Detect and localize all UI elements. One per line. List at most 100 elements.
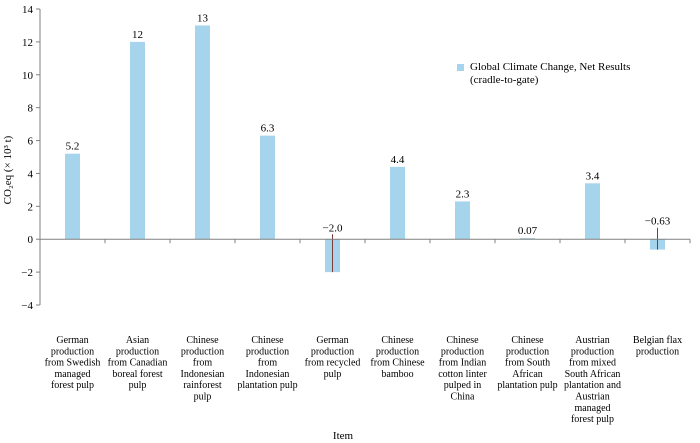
bar [195, 25, 210, 240]
x-axis [39, 238, 691, 244]
category-label: Chinese production from Chinese bamboo [370, 335, 425, 380]
category-label-line: Asian [126, 335, 149, 346]
legend-swatch [457, 64, 464, 71]
bars [65, 25, 665, 273]
category-label: Chinese production from South African planta… [497, 335, 557, 391]
category-label-line: South African [565, 369, 621, 380]
category-label-line: German [56, 335, 88, 346]
category-label-line: pulp [324, 369, 342, 380]
category-label-line: Chinese [186, 335, 219, 346]
category-label: Chinese production from Indonesian plantatio… [237, 335, 297, 391]
category-label: Austrian production from mixed South Africa… [564, 335, 621, 425]
category-label-line: German [316, 335, 348, 346]
y-tick-label: 12 [22, 37, 33, 49]
category-label-line: from Canadian [108, 358, 168, 369]
legend-label-line-2: (cradle-to-gate) [470, 74, 539, 86]
category-label-line: from mixed [569, 358, 616, 369]
data-label: −2.0 [323, 222, 343, 234]
category-label-line: Chinese [381, 335, 414, 346]
y-tick-label: 2 [28, 201, 34, 213]
data-label: 4.4 [391, 154, 405, 166]
data-label: 13 [197, 12, 209, 24]
category-label-line: African [512, 369, 543, 380]
category-label-line: Austrian [575, 392, 609, 403]
legend-label-line-1: Global Climate Change, Net Results [470, 61, 630, 73]
category-label-line: from Indian [439, 358, 487, 369]
data-label: −0.63 [645, 216, 671, 228]
category-label-line: pulped in [444, 380, 482, 391]
y-tick-label: 6 [28, 136, 34, 148]
category-label-line: production [636, 346, 679, 357]
y-tick-label: 10 [22, 70, 34, 82]
data-label: 0.07 [518, 225, 538, 237]
y-tick-label: 14 [22, 4, 34, 16]
bar [260, 135, 275, 240]
category-label-line: plantation and [564, 380, 621, 391]
data-label: 6.3 [261, 123, 275, 135]
category-label-line: from Swedish [45, 358, 101, 369]
category-label-line: rainforest [183, 380, 222, 391]
category-label-line: production [116, 346, 159, 357]
category-label-line: production [441, 346, 484, 357]
data-label: 12 [132, 29, 143, 41]
bar [455, 201, 470, 240]
category-label-line: managed [574, 403, 610, 414]
data-label: 2.3 [456, 188, 470, 200]
category-label-line: production [311, 346, 354, 357]
category-label-line: plantation pulp [497, 380, 557, 391]
y-axis-title: CO₂eq (× 10³ t) [2, 135, 14, 204]
category-label-line: forest pulp [571, 414, 614, 425]
category-label-line: Chinese [446, 335, 479, 346]
y-tick-label: 0 [28, 234, 34, 246]
category-label-line: production [376, 346, 419, 357]
category-label-line: China [451, 392, 475, 403]
bar [130, 41, 145, 240]
data-labels: 5.2 12 13 6.3 −2.0 4.4 2.3 0.07 3.4 −0.63 [66, 12, 671, 237]
category-label-line: from Chinese [370, 358, 425, 369]
y-tick-label: −2 [21, 267, 33, 279]
category-label: Chinese production from Indian cotton linte… [438, 335, 487, 403]
category-label-line: production [571, 346, 614, 357]
category-label: German production from recycled pulp [305, 335, 361, 380]
category-label: Belgian flax production [633, 335, 682, 357]
category-label-line: Belgian flax [633, 335, 682, 346]
bar [390, 166, 405, 240]
category-label-line: from recycled [305, 358, 361, 369]
category-label: Asian production from Canadian boreal fores… [108, 335, 168, 391]
category-label-line: forest pulp [51, 380, 94, 391]
bar [520, 238, 535, 240]
category-label-line: production [181, 346, 224, 357]
category-label-line: Austrian [575, 335, 609, 346]
category-label: German production from Swedish managed fores… [45, 335, 101, 391]
data-label: 5.2 [66, 141, 80, 153]
category-label-line: from [193, 358, 213, 369]
category-label-line: from South [505, 358, 550, 369]
category-labels: German production from Swedish managed fores… [45, 335, 683, 425]
data-label: 3.4 [586, 170, 600, 182]
category-label-line: boreal forest [112, 369, 162, 380]
category-label-line: production [51, 346, 94, 357]
y-tick-label: 8 [28, 103, 34, 115]
category-label-line: Chinese [251, 335, 284, 346]
bar [65, 153, 80, 240]
category-label-line: from [258, 358, 278, 369]
category-label-line: bamboo [381, 369, 413, 380]
category-label-line: production [506, 346, 549, 357]
y-axis: −4 −2 0 2 4 6 8 10 12 14 [21, 4, 41, 312]
category-label-line: pulp [194, 392, 212, 403]
category-label-line: plantation pulp [237, 380, 297, 391]
category-label-line: production [246, 346, 289, 357]
category-label: Chinese production from Indonesian rainfores… [181, 335, 225, 403]
category-label-line: managed [54, 369, 90, 380]
y-tick-label: −4 [21, 300, 33, 312]
bar [585, 183, 600, 240]
category-label-line: Indonesian [181, 369, 225, 380]
legend: Global Climate Change, Net Results (crad… [457, 61, 630, 86]
y-tick-label: 4 [28, 168, 34, 180]
category-label-line: cotton linter [438, 369, 487, 380]
category-label-line: Chinese [511, 335, 544, 346]
x-axis-title: Item [333, 430, 354, 442]
category-label-line: Indonesian [246, 369, 290, 380]
category-label-line: pulp [129, 380, 147, 391]
